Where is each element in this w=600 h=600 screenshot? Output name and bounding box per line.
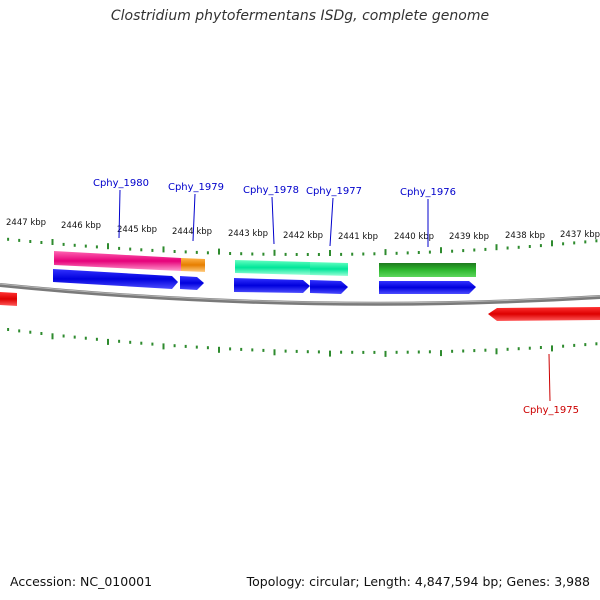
gene-label[interactable]: Cphy_1975 bbox=[523, 405, 579, 416]
kbp-label: 2437 kbp bbox=[560, 230, 600, 240]
kbp-label: 2445 kbp bbox=[117, 225, 157, 235]
cds-arrow bbox=[310, 280, 348, 294]
kbp-label: 2447 kbp bbox=[6, 218, 46, 228]
cog-block bbox=[310, 262, 348, 276]
cog-block bbox=[54, 251, 181, 271]
feature-cphy-1975[interactable] bbox=[488, 307, 600, 321]
feature-cphy-1978[interactable] bbox=[234, 260, 310, 293]
cog-block bbox=[181, 258, 205, 272]
cog-block bbox=[235, 260, 310, 275]
accession-text: Accession: NC_010001 bbox=[10, 574, 153, 589]
leader-line bbox=[118, 189, 121, 239]
kbp-label: 2444 kbp bbox=[172, 227, 212, 237]
kbp-label: 2442 kbp bbox=[283, 231, 323, 241]
genome-backbone-highlight bbox=[0, 283, 600, 304]
gene-label[interactable]: Cphy_1980 bbox=[93, 178, 149, 189]
leader-line bbox=[548, 353, 551, 402]
topology-summary: Topology: circular; Length: 4,847,594 bp… bbox=[246, 574, 590, 589]
gene-label[interactable]: Cphy_1976 bbox=[400, 187, 456, 198]
leader-line bbox=[271, 196, 275, 245]
map-title: Clostridium phytofermentans ISDg, comple… bbox=[110, 8, 490, 24]
feature-offscreen-left bbox=[0, 292, 17, 306]
cds-arrow bbox=[234, 278, 310, 293]
gene-label[interactable]: Cphy_1979 bbox=[168, 182, 224, 193]
cds-arrow bbox=[0, 292, 17, 306]
gene-labels: Cphy_1980 Cphy_1979 Cphy_1978 Cphy_1977 … bbox=[93, 178, 579, 416]
feature-cphy-1980[interactable] bbox=[53, 251, 181, 289]
kbp-label: 2446 kbp bbox=[61, 221, 101, 231]
cog-block bbox=[379, 263, 476, 277]
kbp-label: 2438 kbp bbox=[505, 231, 545, 241]
cds-arrow bbox=[53, 269, 178, 289]
genome-backbone bbox=[0, 283, 600, 306]
feature-cphy-1979[interactable] bbox=[180, 258, 205, 290]
tick-marks-bottom bbox=[7, 328, 598, 357]
kbp-label: 2440 kbp bbox=[394, 232, 434, 242]
gene-label[interactable]: Cphy_1977 bbox=[306, 186, 362, 197]
leader-line bbox=[329, 197, 334, 247]
cds-arrow bbox=[379, 281, 476, 294]
cds-arrow bbox=[488, 307, 600, 321]
leader-line bbox=[192, 193, 196, 242]
gene-label[interactable]: Cphy_1978 bbox=[243, 185, 299, 196]
kbp-label: 2439 kbp bbox=[449, 232, 489, 242]
kbp-label: 2443 kbp bbox=[228, 229, 268, 239]
cds-arrow bbox=[180, 276, 204, 290]
kbp-labels: 2447 kbp 2446 kbp 2445 kbp 2444 kbp 2443… bbox=[6, 218, 600, 242]
kbp-label: 2441 kbp bbox=[338, 232, 378, 242]
tick-marks-top bbox=[7, 237, 598, 256]
feature-cphy-1976[interactable] bbox=[379, 263, 476, 294]
feature-cphy-1977[interactable] bbox=[310, 262, 348, 294]
label-leaders bbox=[118, 189, 551, 402]
